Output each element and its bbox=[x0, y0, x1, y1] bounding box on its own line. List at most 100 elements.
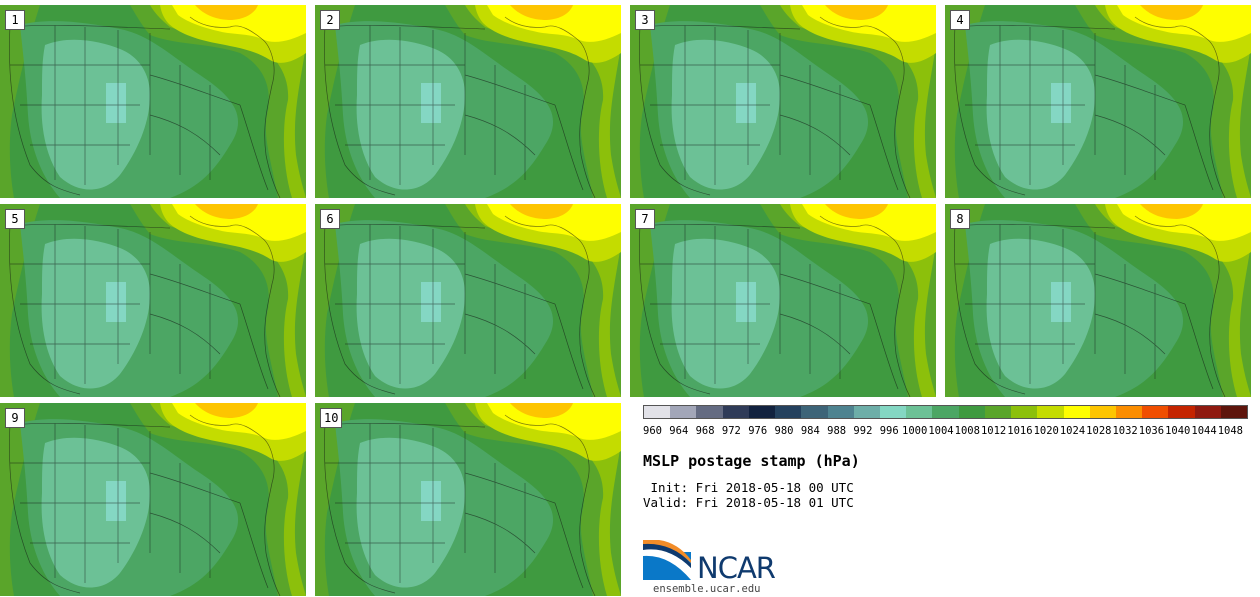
panel-3[interactable]: 3 bbox=[630, 5, 936, 198]
mslp-map-3 bbox=[630, 5, 936, 198]
mslp-map-8 bbox=[945, 204, 1251, 397]
pressure-region-c1016 bbox=[0, 5, 40, 198]
colorbar-swatch-1000 bbox=[906, 406, 933, 418]
colorbar-swatch-1048 bbox=[1220, 406, 1248, 418]
pressure-region-c1004 bbox=[356, 238, 465, 389]
colorbar-tick-1036: 1036 bbox=[1138, 425, 1165, 437]
pressure-region-c1032 bbox=[825, 5, 888, 20]
colorbar-swatch-1032 bbox=[1115, 406, 1143, 418]
panel-label-8: 8 bbox=[950, 209, 970, 229]
mslp-map-6 bbox=[315, 204, 621, 397]
pressure-region-c1004 bbox=[671, 39, 780, 190]
colorbar-tick-1008: 1008 bbox=[954, 425, 980, 437]
colorbar-swatch-1004 bbox=[932, 406, 959, 418]
colorbar-swatch-980 bbox=[775, 406, 802, 418]
colorbar-tick-960: 960 bbox=[643, 425, 662, 437]
mslp-map-5 bbox=[0, 204, 306, 397]
mslp-map-10 bbox=[315, 403, 621, 596]
pressure-region-c1000 bbox=[1051, 282, 1071, 322]
pressure-region-c1016 bbox=[630, 5, 670, 198]
pressure-region-c1000 bbox=[421, 282, 441, 322]
pressure-region-c1004 bbox=[986, 39, 1095, 190]
pressure-region-c1004 bbox=[986, 238, 1095, 389]
panel-label-6: 6 bbox=[320, 209, 340, 229]
pressure-region-c1000 bbox=[106, 83, 126, 123]
pressure-region-c1028 bbox=[1117, 5, 1251, 42]
pressure-region-c1016 bbox=[315, 403, 355, 596]
pressure-region-c1028 bbox=[1117, 204, 1251, 241]
pressure-region-c1000 bbox=[736, 282, 756, 322]
state-borders bbox=[322, 215, 596, 397]
panel-label-9: 9 bbox=[5, 408, 25, 428]
pressure-region-c1004 bbox=[41, 238, 150, 389]
panel-7[interactable]: 7 bbox=[630, 204, 936, 397]
colorbar-swatch-1008 bbox=[958, 406, 985, 418]
chart-title: MSLP postage stamp (hPa) bbox=[643, 452, 860, 470]
pressure-region-c1016 bbox=[945, 5, 985, 198]
ncar-logo-icon bbox=[643, 540, 691, 580]
panel-1[interactable]: 1 bbox=[0, 5, 306, 198]
colorbar-swatch-1024 bbox=[1063, 406, 1090, 418]
panel-6[interactable]: 6 bbox=[315, 204, 621, 397]
state-borders bbox=[7, 16, 281, 198]
colorbar-tick-996: 996 bbox=[879, 425, 899, 437]
pressure-region-c1028 bbox=[172, 5, 306, 42]
panel-5[interactable]: 5 bbox=[0, 204, 306, 397]
panel-label-5: 5 bbox=[5, 209, 25, 229]
pressure-region-c1000 bbox=[106, 282, 126, 322]
pressure-region-c1004 bbox=[41, 437, 150, 588]
colorbar-tick-1000: 1000 bbox=[902, 425, 928, 437]
panel-8[interactable]: 8 bbox=[945, 204, 1251, 397]
colorbar-tick-1012: 1012 bbox=[980, 425, 1007, 437]
state-borders bbox=[952, 215, 1226, 397]
colorbar-swatch-992 bbox=[853, 406, 880, 418]
valid-time: Valid: Fri 2018-05-18 01 UTC bbox=[643, 495, 854, 510]
colorbar-swatch-1016 bbox=[1011, 406, 1038, 418]
colorbar-tick-1048: 1048 bbox=[1217, 425, 1243, 437]
pressure-region-c1028 bbox=[802, 5, 936, 42]
pressure-region-c1028 bbox=[487, 5, 621, 42]
pressure-region-c1028 bbox=[487, 403, 621, 440]
state-borders bbox=[322, 16, 596, 198]
mslp-map-4 bbox=[945, 5, 1251, 198]
colorbar-swatch-1036 bbox=[1142, 406, 1169, 418]
pressure-region-c1000 bbox=[421, 481, 441, 521]
pressure-region-c1032 bbox=[510, 204, 573, 219]
pressure-region-c1004 bbox=[41, 39, 150, 190]
pressure-region-c1032 bbox=[510, 403, 573, 418]
colorbar-tick-1044: 1044 bbox=[1191, 425, 1217, 437]
colorbar-tick-labels: 960 964 968 972 976 980 984 988 992 996 1000 1004 10… bbox=[632, 425, 1260, 439]
colorbar-swatch-988 bbox=[827, 406, 854, 418]
colorbar-swatch-1040 bbox=[1168, 406, 1195, 418]
colorbar-tick-972: 972 bbox=[721, 425, 741, 437]
panel-label-2: 2 bbox=[320, 10, 340, 30]
panel-9[interactable]: 9 bbox=[0, 403, 306, 596]
colorbar-tick-1004: 1004 bbox=[928, 425, 954, 437]
pressure-region-c1028 bbox=[802, 204, 936, 241]
panel-label-1: 1 bbox=[5, 10, 25, 30]
colorbar-swatch-996 bbox=[879, 406, 907, 418]
pressure-region-c1016 bbox=[315, 5, 355, 198]
pressure-region-c1004 bbox=[356, 437, 465, 588]
panel-2[interactable]: 2 bbox=[315, 5, 621, 198]
colorbar-swatch-984 bbox=[801, 406, 828, 418]
panel-4[interactable]: 4 bbox=[945, 5, 1251, 198]
pressure-region-c1000 bbox=[421, 83, 441, 123]
panel-label-3: 3 bbox=[635, 10, 655, 30]
colorbar-tick-984: 984 bbox=[800, 425, 820, 437]
pressure-region-c1032 bbox=[510, 5, 573, 20]
colorbar-tick-992: 992 bbox=[853, 425, 873, 437]
colorbar-tick-980: 980 bbox=[774, 425, 794, 437]
pressure-region-c1016 bbox=[0, 204, 40, 397]
colorbar-tick-1032: 1032 bbox=[1112, 425, 1138, 437]
colorbar-tick-968: 968 bbox=[695, 425, 715, 437]
panel-10[interactable]: 10 bbox=[315, 403, 621, 596]
panel-label-4: 4 bbox=[950, 10, 970, 30]
pressure-region-c1032 bbox=[195, 204, 258, 219]
colorbar-tick-976: 976 bbox=[748, 425, 768, 437]
pressure-region-c1000 bbox=[1051, 83, 1071, 123]
state-borders bbox=[322, 414, 596, 596]
init-time: Init: Fri 2018-05-18 00 UTC bbox=[643, 480, 854, 495]
pressure-region-c1004 bbox=[671, 238, 780, 389]
state-borders bbox=[637, 215, 911, 397]
